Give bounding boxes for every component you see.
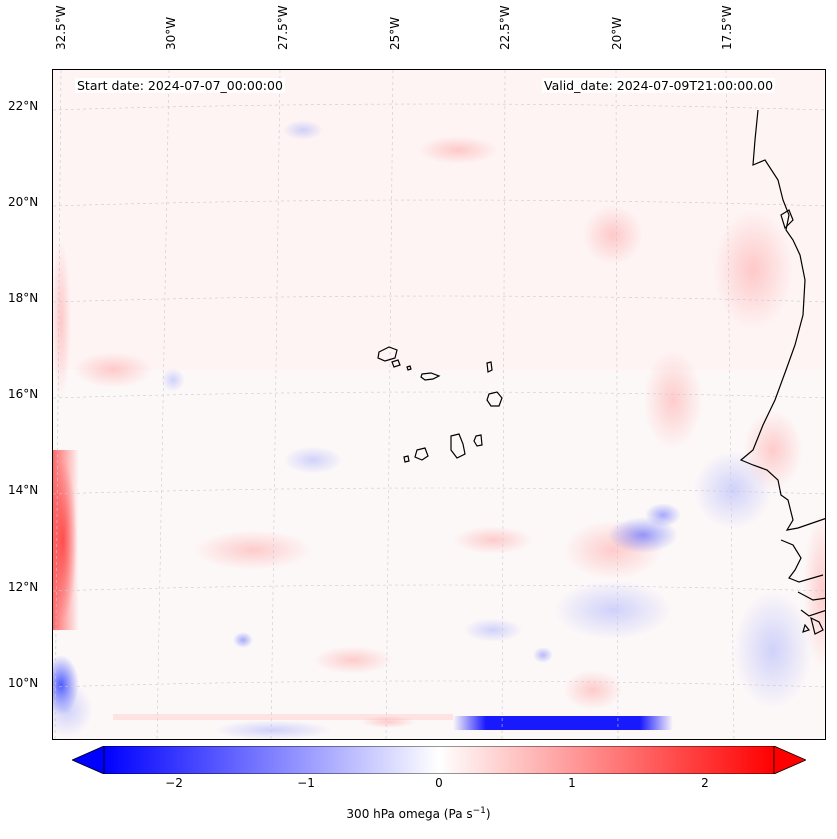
colorbar-svg	[71, 745, 807, 775]
field-bottom-red-blob	[360, 716, 416, 728]
meridian-32-5w	[54, 70, 62, 739]
island-fogo	[414, 447, 429, 461]
field-bottom-blue-west	[213, 720, 333, 739]
lon-label-text: 27.5°W	[276, 5, 290, 50]
coastline-cap-vert	[780, 209, 794, 230]
field-blue-blob	[161, 368, 185, 392]
field-pink-blob	[643, 350, 703, 450]
omega-field-map	[53, 70, 825, 739]
lat-label-10n: 10°N	[8, 676, 39, 690]
island-sao-nicolau	[420, 372, 441, 381]
lon-label-text: 17.5°W	[720, 5, 734, 50]
island-sal	[486, 361, 493, 373]
field-blue-blob	[283, 446, 343, 474]
map-panel	[52, 69, 826, 740]
coastline-islands-bissau	[802, 616, 824, 635]
field-pink-blob	[713, 210, 793, 330]
field-blue-blob	[693, 450, 773, 530]
lon-label-text: 25°W	[388, 16, 402, 50]
lat-label-12n: 12°N	[8, 580, 39, 594]
island-santo-antao	[377, 346, 398, 362]
island-santa-luzia	[406, 365, 412, 371]
field-blue-blob	[645, 503, 681, 527]
coastline-africa	[739, 109, 825, 531]
field-pink-blob	[313, 646, 393, 674]
field-north-pink	[53, 70, 825, 370]
parallel-22n	[53, 103, 825, 111]
colorbar	[71, 745, 807, 775]
colorbar-label: 300 hPa omega (Pa s−1)	[0, 806, 837, 821]
graticule	[53, 70, 825, 739]
island-sao-vicente	[391, 359, 401, 368]
lat-label-20n: 20°N	[8, 195, 39, 209]
lat-label-14n: 14°N	[8, 483, 39, 497]
colorbar-ticks: −2 −1 0 1 2	[0, 776, 837, 796]
colorbar-label-sup: −1	[472, 806, 486, 816]
coastlines	[377, 109, 825, 635]
meridian-20w	[615, 70, 619, 739]
field-blue-blob	[463, 618, 523, 642]
field-left-red-upper	[53, 240, 71, 400]
lon-label-text: 20°W	[610, 16, 624, 50]
lon-label-text: 32.5°W	[54, 5, 68, 50]
omega-field-shading	[53, 70, 825, 739]
parallel-10n	[53, 680, 825, 688]
lat-label-18n: 18°N	[8, 291, 39, 305]
field-blue-blob	[733, 590, 813, 710]
coastline-africa-south	[780, 539, 825, 617]
colorbar-gradient	[103, 745, 775, 775]
valid-date-label: Valid_date: 2024-07-09T21:00:00.00	[542, 78, 776, 93]
start-date-label: Start date: 2024-07-07_00:00:00	[75, 78, 285, 93]
lat-label-22n: 22°N	[8, 99, 39, 113]
parallel-12n	[53, 584, 825, 592]
parallel-16n	[53, 391, 825, 399]
field-left-red-core	[53, 460, 77, 620]
lat-label-16n: 16°N	[8, 387, 39, 401]
colorbar-tick: 2	[701, 776, 709, 790]
colorbar-tick: −2	[165, 776, 183, 790]
colorbar-tick: 1	[568, 776, 576, 790]
meridian-22-5w	[501, 70, 506, 739]
island-santiago	[450, 433, 466, 459]
field-blue-blob	[533, 647, 553, 663]
field-pink-blob	[193, 530, 313, 570]
field-pink-blob	[453, 526, 533, 554]
island-brava	[403, 455, 410, 463]
field-bottom-red-band	[113, 714, 453, 720]
lon-label-text: 30°W	[164, 16, 178, 50]
island-maio	[473, 434, 483, 447]
colorbar-max-extend	[773, 745, 807, 775]
lon-label-27-5w: 27.5°W	[276, 4, 296, 64]
field-pink-blob	[563, 670, 623, 710]
parallel-18n	[53, 295, 825, 303]
field-left-blue-halo	[53, 682, 93, 738]
field-blue-blob	[233, 632, 253, 648]
field-pink-blob	[73, 352, 153, 388]
lon-label-17-5w: 17.5°W	[720, 4, 740, 64]
lon-label-30w: 30°W	[164, 4, 184, 64]
island-boa-vista	[486, 391, 503, 407]
lon-label-text: 22.5°W	[498, 5, 512, 50]
lon-label-25w: 25°W	[388, 4, 408, 64]
colorbar-label-end: )	[485, 807, 491, 821]
parallel-20n	[53, 199, 825, 207]
lon-label-22-5w: 22.5°W	[498, 4, 518, 64]
meridian-27-5w	[270, 70, 281, 739]
colorbar-min-extend	[71, 745, 105, 775]
field-bottom-blue-bar	[453, 716, 673, 730]
meridian-25w	[385, 70, 394, 739]
colorbar-tick: −1	[297, 776, 315, 790]
field-blue-blob	[283, 120, 323, 140]
field-pink-blob	[418, 136, 498, 164]
field-blue-blob	[553, 580, 673, 640]
parallel-14n	[53, 487, 825, 495]
meridian-30w	[156, 70, 170, 739]
lon-label-32-5w: 32.5°W	[54, 4, 74, 64]
meridian-17-5w	[725, 70, 735, 739]
field-pink-blob	[583, 205, 643, 265]
lon-label-20w: 20°W	[610, 4, 630, 64]
colorbar-label-main: 300 hPa omega (Pa s	[346, 807, 473, 821]
colorbar-tick: 0	[435, 776, 443, 790]
